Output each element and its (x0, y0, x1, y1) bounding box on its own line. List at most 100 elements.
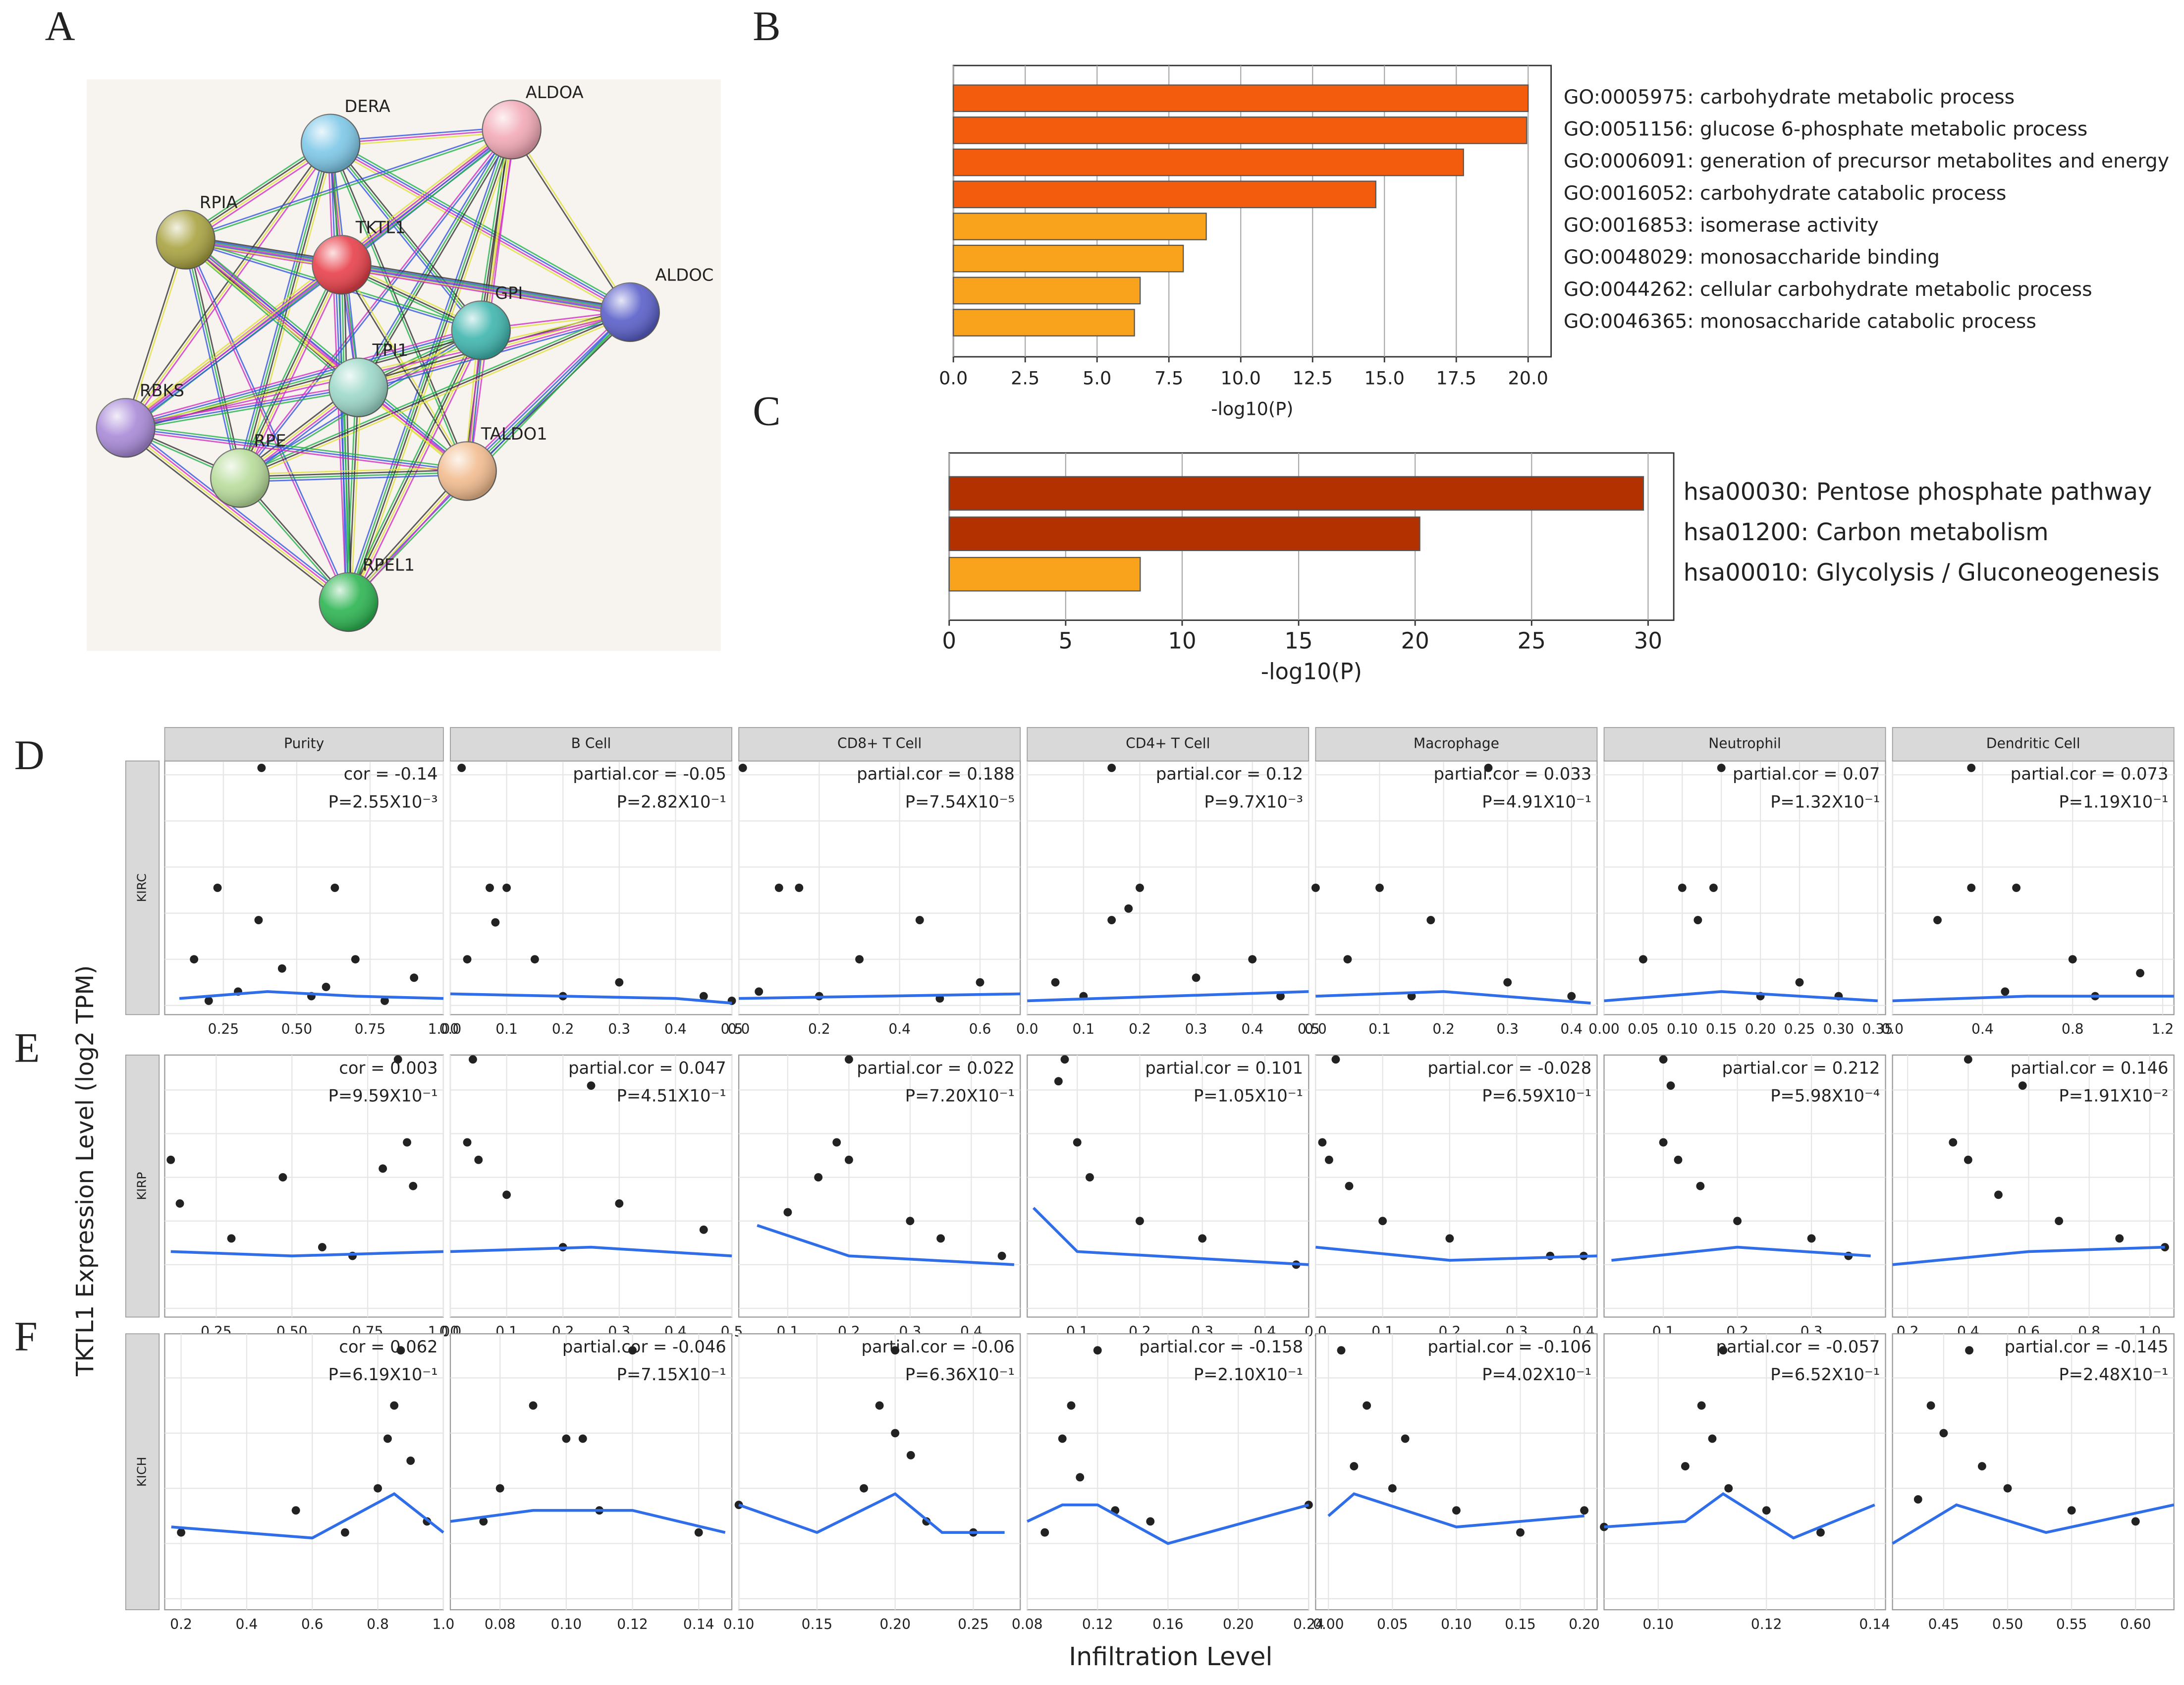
panel-label: E (14, 1025, 40, 1071)
node-label: TKTL1 (355, 218, 406, 237)
x-tick-label: 20 (1401, 627, 1429, 654)
network-edge (125, 427, 467, 472)
point (915, 916, 924, 924)
x-axis-label: -log10(P) (1211, 398, 1293, 419)
point (1977, 1462, 1986, 1471)
point (2115, 1234, 2124, 1243)
point (277, 964, 286, 973)
point (860, 1484, 869, 1493)
network-edge (124, 326, 481, 425)
network-edge (343, 265, 352, 602)
point (1107, 916, 1116, 924)
point (1331, 1055, 1340, 1064)
point (1964, 1055, 1972, 1064)
annotation: P=1.91X10⁻² (2059, 1086, 2168, 1106)
x-tick-label: 7.5 (1154, 367, 1183, 389)
x-tick-label: 0.6 (301, 1616, 324, 1632)
x-tick-label: 0.45 (1928, 1616, 1960, 1632)
point (1311, 883, 1320, 892)
x-tick-label: 0.4 (664, 1021, 687, 1037)
strip-header (450, 727, 732, 762)
point (1452, 1506, 1461, 1515)
x-tick-label: 0.10 (723, 1616, 755, 1632)
point (2003, 1484, 2012, 1493)
fit-line (450, 1245, 732, 1258)
point (1304, 1501, 1313, 1509)
annotation: partial.cor = 0.12 (1156, 764, 1303, 784)
row-label: KICH (134, 1457, 149, 1487)
fit-line (739, 992, 1021, 1000)
point (1426, 916, 1435, 924)
strip-title: CD8+ T Cell (837, 735, 922, 752)
point (177, 1528, 185, 1537)
network-edge (186, 236, 631, 311)
annotation: partial.cor = 0.047 (568, 1058, 726, 1077)
point (1816, 1528, 1825, 1537)
network-edge (330, 131, 512, 147)
point (1967, 883, 1976, 892)
bar (953, 84, 1529, 112)
annotation: P=6.36X10⁻¹ (905, 1365, 1015, 1384)
point (906, 1217, 915, 1226)
x-axis-label: -log10(P) (1261, 658, 1362, 684)
bar (948, 476, 1644, 511)
strip-title: Macrophage (1414, 735, 1499, 752)
fit-line (1032, 1207, 1309, 1266)
point (322, 983, 330, 991)
annotation: P=4.02X10⁻¹ (1482, 1365, 1591, 1384)
x-tick-label: 0.20 (1569, 1616, 1600, 1632)
network-edge (127, 424, 352, 600)
x-axis-label: Infiltration Level (1069, 1642, 1272, 1671)
network-edge (342, 260, 631, 309)
point (844, 1155, 853, 1164)
point (906, 1451, 915, 1460)
point (1967, 764, 1976, 772)
point (2018, 1081, 2027, 1090)
network-edge (123, 239, 185, 428)
plot-panel (164, 1054, 444, 1318)
fit-line (171, 1492, 444, 1540)
x-tick-label: 10.0 (1221, 367, 1261, 389)
x-tick-label: 0.15 (802, 1616, 833, 1632)
network-edge (358, 129, 512, 388)
point (410, 973, 419, 982)
strip-title: Purity (284, 735, 324, 752)
x-tick-label: 0.4 (1560, 1021, 1583, 1037)
network-edge (346, 129, 511, 602)
point (1324, 1155, 1333, 1164)
point (374, 1484, 382, 1493)
point (396, 1346, 405, 1355)
annotation: P=6.52X10⁻¹ (1770, 1365, 1880, 1384)
fit-line (1315, 1245, 1597, 1262)
point (2131, 1517, 2140, 1526)
panel-label: B (753, 3, 780, 50)
point (795, 883, 804, 892)
annotation: partial.cor = 0.022 (857, 1058, 1015, 1077)
network-edge (124, 428, 348, 604)
network-edge (125, 384, 358, 426)
bar (948, 516, 1420, 551)
point (976, 978, 984, 987)
network-edge (187, 239, 243, 478)
x-tick-label: 0.0 (939, 367, 968, 389)
x-tick-label: 0.0 (1305, 1021, 1327, 1037)
point (1638, 955, 1647, 964)
node-shine (319, 572, 378, 631)
point (1708, 1434, 1717, 1443)
plot-panel (1603, 1333, 1886, 1611)
annotation: P=2.10X10⁻¹ (1194, 1365, 1303, 1384)
network-edge (466, 129, 513, 471)
node-shine (156, 210, 215, 269)
network-edge (351, 130, 516, 604)
category-label: GO:0005975: carbohydrate metabolic proce… (1564, 86, 2015, 109)
panel-label: C (753, 388, 780, 434)
point (278, 1173, 287, 1182)
bar (953, 180, 1376, 209)
network: DERA ALDOA RPIA TKTL1 GPI ALDOC TPI1 RBKS RPE TAL… (96, 83, 713, 632)
plot-panel (449, 1333, 733, 1611)
network-edge (126, 389, 359, 431)
network-edge (185, 127, 512, 239)
point (1388, 1484, 1397, 1493)
annotation: partial.cor = -0.145 (2005, 1337, 2169, 1356)
point (529, 1401, 538, 1410)
